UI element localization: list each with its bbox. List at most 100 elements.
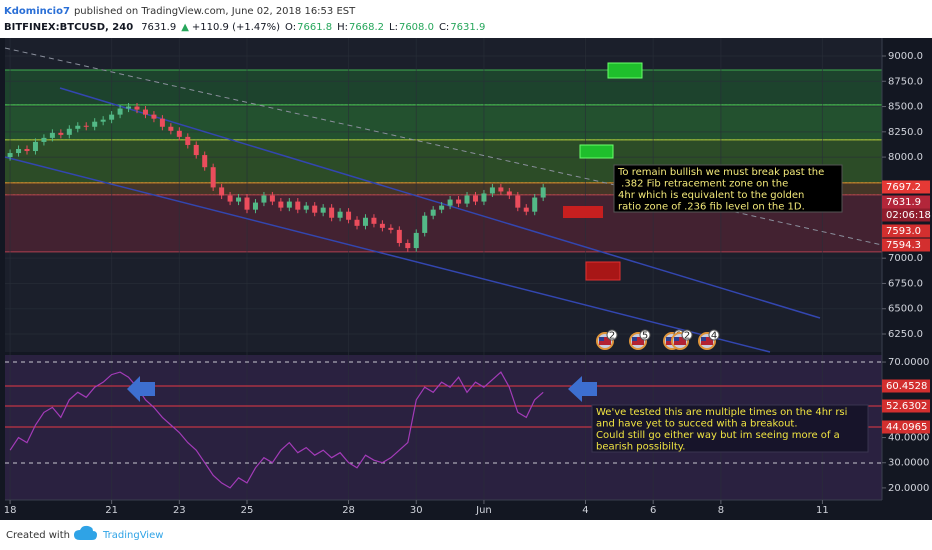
rsi-label: 44.0965	[886, 422, 927, 433]
candle-body	[439, 205, 445, 210]
candle-body	[83, 125, 89, 127]
candle-body	[261, 195, 267, 203]
candle-body	[58, 132, 64, 135]
candle-body	[312, 205, 318, 213]
footer-brand: TradingView	[102, 530, 163, 541]
event-flag-canton	[674, 337, 679, 341]
published-note: published on TradingView.com, June 02, 2…	[74, 6, 356, 17]
x-tick-label: 11	[816, 505, 829, 516]
candle-body	[100, 119, 106, 122]
rsi-line	[9, 371, 544, 489]
x-tick-label: 23	[173, 505, 186, 516]
last-price: 7631.9	[141, 22, 176, 33]
ohlc-value: 7631.9	[450, 22, 485, 33]
price-label: 7697.2	[886, 182, 921, 193]
event-badge	[606, 329, 618, 341]
candle-body	[252, 202, 258, 210]
header-bg	[0, 0, 932, 38]
event-flag-canton	[701, 337, 706, 341]
footer-created: Created with	[6, 530, 70, 541]
candle-body	[346, 211, 352, 220]
price-label-bg	[882, 238, 930, 252]
candle-body	[269, 195, 275, 202]
price-axis	[882, 38, 932, 520]
candle-body	[24, 149, 30, 152]
candle-body	[464, 195, 470, 204]
candle-body	[227, 195, 233, 202]
event-badge	[708, 329, 720, 341]
y-tick-label: 8250.0	[888, 127, 923, 138]
annotation-box	[613, 164, 843, 213]
candle-body	[142, 109, 148, 115]
marks-layer	[7, 103, 546, 489]
event-flag-canton	[632, 337, 637, 341]
candle-body	[354, 219, 360, 226]
candle-body	[329, 207, 335, 218]
rsi-tick-label: 20.0000	[888, 483, 929, 494]
candle-body	[49, 132, 55, 138]
event-count: 2	[684, 331, 690, 342]
candle-body	[66, 128, 72, 135]
logo-cloud	[74, 525, 97, 540]
symbol: BITFINEX:BTCUSD, 240	[4, 22, 133, 33]
price-label: 7594.3	[886, 240, 921, 251]
pane-divider	[5, 352, 882, 355]
y-tick-label: 8500.0	[888, 102, 923, 113]
y-tick-label: 9000.0	[888, 51, 923, 62]
x-tick-label: 25	[241, 505, 254, 516]
rsi-label-bg	[882, 420, 930, 434]
candle-body	[159, 118, 165, 127]
event-flag	[701, 337, 713, 345]
target-box	[579, 144, 614, 159]
candle-body	[320, 207, 326, 213]
stop-box	[563, 206, 603, 218]
candle-body	[303, 205, 309, 210]
candle-body	[168, 126, 174, 131]
y-tick-label: 6500.0	[888, 304, 923, 315]
event-badge	[639, 329, 651, 341]
drawn-boxes	[127, 62, 643, 402]
arrow	[127, 376, 155, 402]
event-flag-canton	[599, 337, 604, 341]
candle-body	[202, 155, 208, 168]
footer-bg	[0, 520, 932, 550]
candle-body	[126, 106, 132, 109]
annotation-line: To remain bullish we must break past the	[617, 167, 824, 178]
author: Kdomincio7	[4, 6, 70, 17]
tradingview-logo	[74, 525, 97, 540]
x-tick-label: Jun	[475, 505, 492, 516]
rsi-tick-label: 40.0000	[888, 433, 929, 444]
candle-body	[481, 193, 487, 202]
candle-body	[489, 187, 495, 194]
zones-layer	[5, 69, 882, 253]
candle-body	[109, 114, 115, 120]
annotation-box	[591, 404, 869, 453]
y-tick-label: 8000.0	[888, 152, 923, 163]
price-label-bg	[882, 180, 930, 194]
candle-body	[506, 191, 512, 196]
text-layer: Kdomincio7 published on TradingView.com, …	[4, 6, 931, 541]
candle-body	[32, 141, 38, 152]
arrow	[568, 376, 597, 402]
y-tick-label: 7000.0	[888, 253, 923, 264]
ohlc-label: O:	[285, 22, 296, 33]
candle-body	[396, 229, 402, 244]
rsi-label: 60.4528	[886, 381, 927, 392]
ohlc-label: L:	[389, 22, 398, 33]
candle-body	[388, 227, 394, 230]
event-count: 2	[609, 331, 615, 342]
event-badge	[681, 329, 693, 341]
annotation-line: and have yet to succed with a breakout.	[596, 419, 798, 430]
candle-body	[210, 167, 216, 188]
event-flag	[674, 337, 686, 345]
annotation-line: bearish possibilty.	[596, 442, 685, 453]
candle-body	[540, 187, 546, 198]
candle-body	[413, 232, 419, 249]
x-tick-label: 4	[582, 505, 588, 516]
channel-upper	[59, 87, 821, 319]
event-flag	[599, 337, 611, 345]
candle-body	[278, 201, 284, 208]
channel-lower	[4, 156, 771, 353]
x-tick-label: 21	[105, 505, 118, 516]
